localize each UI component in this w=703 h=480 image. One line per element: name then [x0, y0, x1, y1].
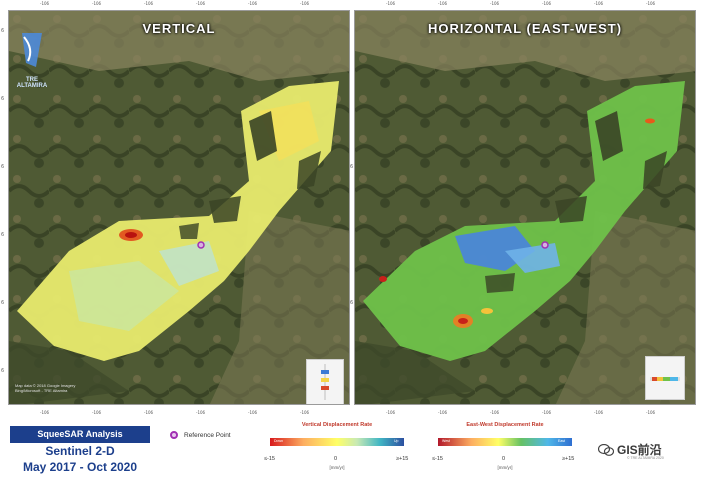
tick-label: -106 — [386, 1, 396, 6]
reference-point-marker — [197, 241, 205, 249]
tick-label: 6 — [1, 96, 5, 102]
vertical-map[interactable]: VERTICAL TRE ALTAMIRA Map data © 2018 Go… — [8, 10, 350, 405]
vertical-legend-unit: [mm/yr] — [329, 465, 345, 470]
tick-label: 6 — [1, 368, 5, 374]
vertical-legend-title: Vertical Displacement Rate — [301, 422, 373, 428]
vertical-inset-chart — [306, 359, 344, 404]
vertical-legend-up: Up — [394, 439, 399, 443]
tick-label: -106 — [300, 1, 310, 6]
tick-label: -106 — [438, 1, 448, 6]
corner-note: © TRE ALTAMIRA 2020 — [627, 456, 664, 460]
map-credit: Map data © 2018 Google Imagery Bing/Micr… — [15, 383, 75, 393]
credit-line-2: Bing/Microsoft - TRE Altamira — [15, 388, 68, 393]
gis-watermark: GIS前沿 — [598, 441, 662, 458]
vertical-legend-down: Down — [274, 439, 283, 443]
tick-label: -106 — [386, 410, 396, 415]
tick-label: 6 — [1, 164, 5, 170]
horizontal-legend-title: East-West Displacement Rate — [466, 422, 544, 428]
tick-label: -106 — [490, 410, 500, 415]
tick-label: -106 — [196, 1, 206, 6]
watermark-text: GIS前沿 — [617, 443, 662, 457]
vertical-legend: Vertical Displacement Rate Down Up ≤-15 … — [262, 422, 412, 470]
horizontal-inset-chart — [645, 356, 685, 400]
vertical-legend-mid: 0 — [334, 456, 338, 462]
horizontal-legend-west: West — [442, 439, 450, 443]
tick-label: 6 — [1, 28, 5, 34]
horizontal-legend-mid: 0 — [502, 456, 506, 462]
tick-label: -106 — [248, 410, 258, 415]
credit-line-1: Map data © 2018 Google Imagery — [15, 383, 76, 388]
period-label: May 2017 - Oct 2020 — [22, 460, 138, 474]
vertical-legend-bar — [270, 438, 404, 446]
tick-label: 6 — [350, 300, 354, 306]
tick-label: -106 — [542, 1, 552, 6]
horizontal-legend-east: East — [558, 439, 566, 443]
vertical-map-title: VERTICAL — [142, 21, 216, 36]
tick-label: -106 — [248, 1, 258, 6]
reference-point-marker-right — [541, 241, 549, 249]
reference-point-label: Reference Point — [184, 431, 231, 439]
tick-label: 6 — [1, 300, 5, 306]
tick-label: -106 — [92, 410, 102, 415]
logo-text: TRE ALTAMIRA — [16, 77, 48, 89]
tick-label: -106 — [300, 410, 310, 415]
wechat-icon — [598, 443, 614, 456]
tick-label: -106 — [594, 1, 604, 6]
reference-point-icon — [170, 431, 178, 439]
horizontal-legend: East-West Displacement Rate West East ≤-… — [430, 422, 580, 470]
tick-label: -106 — [40, 410, 50, 415]
horizontal-legend-max: ≥+15 — [562, 456, 575, 462]
horizontal-map-canvas — [355, 11, 695, 404]
reference-point-legend: Reference Point — [170, 431, 231, 439]
tick-label: -106 — [490, 1, 500, 6]
horizontal-map-title: HORIZONTAL (EAST-WEST) — [427, 21, 623, 36]
tick-label: -106 — [40, 1, 50, 6]
horizontal-legend-unit: [mm/yr] — [497, 465, 513, 470]
tre-altamira-logo: TRE ALTAMIRA — [14, 27, 50, 89]
tick-label: -106 — [438, 410, 448, 415]
vertical-legend-min: ≤-15 — [264, 456, 275, 462]
squeesar-badge: SqueeSAR Analysis — [10, 426, 150, 443]
tick-label: 6 — [1, 232, 5, 238]
tick-label: -106 — [144, 1, 154, 6]
horizontal-legend-min: ≤-15 — [432, 456, 443, 462]
tick-label: -106 — [196, 410, 206, 415]
tick-label: -106 — [542, 410, 552, 415]
horizontal-map[interactable]: HORIZONTAL (EAST-WEST) — [354, 10, 696, 405]
tick-label: -106 — [594, 410, 604, 415]
tick-label: -106 — [646, 410, 656, 415]
tick-label: 6 — [350, 164, 354, 170]
tick-label: -106 — [144, 410, 154, 415]
vertical-legend-max: ≥+15 — [396, 456, 409, 462]
satellite-label: Sentinel 2-D — [45, 444, 115, 458]
vertical-map-canvas — [9, 11, 349, 404]
tick-label: -106 — [646, 1, 656, 6]
tick-label: -106 — [92, 1, 102, 6]
horizontal-legend-bar — [438, 438, 572, 446]
